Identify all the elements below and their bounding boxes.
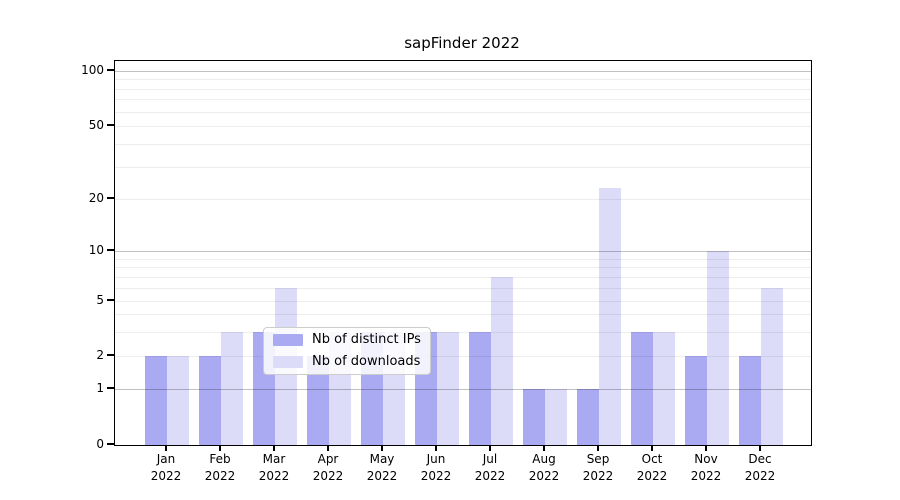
x-tick-label: Dec 2022 — [744, 452, 776, 483]
legend-label: Nb of distinct IPs — [312, 332, 421, 347]
grid-line-minor — [115, 111, 811, 113]
grid-line-minor — [115, 267, 811, 269]
bar-downloads — [221, 331, 243, 445]
bar-downloads — [167, 356, 189, 445]
grid-line-minor — [115, 331, 811, 333]
bar-downloads — [653, 331, 675, 445]
x-tick-label: Feb 2022 — [204, 452, 236, 483]
x-tick-label: Mar 2022 — [258, 452, 290, 483]
x-tick-mark — [759, 445, 761, 451]
bar-distinct-ips — [145, 356, 167, 445]
x-tick-mark — [489, 445, 491, 451]
x-tick-label: Sep 2022 — [582, 452, 614, 483]
x-tick-mark — [705, 445, 707, 451]
legend-swatch — [273, 356, 303, 368]
y-tick-mark — [107, 354, 114, 356]
y-tick-mark — [107, 443, 114, 445]
y-tick-mark — [107, 197, 114, 199]
legend-item: Nb of downloads — [264, 353, 430, 371]
grid-line-major — [115, 71, 811, 72]
bar-downloads — [437, 331, 459, 445]
y-tick-label: 50 — [88, 118, 104, 132]
grid-line-minor — [115, 88, 811, 90]
legend: Nb of distinct IPs Nb of downloads — [263, 327, 431, 375]
x-tick-mark — [435, 445, 437, 451]
y-tick-label: 10 — [88, 243, 104, 257]
x-tick-label: Oct 2022 — [636, 452, 668, 483]
grid-line-minor — [115, 314, 811, 316]
chart-title: sapFinder 2022 — [404, 34, 520, 52]
grid-line-minor — [115, 199, 811, 200]
bar-downloads — [491, 276, 513, 445]
bar-downloads — [545, 389, 567, 445]
x-tick-mark — [165, 445, 167, 451]
y-tick-mark — [107, 299, 114, 301]
y-tick-label: 20 — [88, 191, 104, 205]
bar-distinct-ips — [577, 389, 599, 445]
y-tick-mark — [107, 387, 114, 389]
x-tick-label: Jul 2022 — [474, 452, 506, 483]
bar-distinct-ips — [631, 331, 653, 445]
y-tick-label: 5 — [96, 293, 104, 307]
y-tick-label: 100 — [81, 63, 104, 77]
y-tick-label: 0 — [96, 437, 104, 451]
bar-downloads — [707, 251, 729, 445]
bar-distinct-ips — [199, 356, 221, 445]
x-tick-label: Aug 2022 — [528, 452, 560, 483]
x-tick-mark — [219, 445, 221, 451]
grid-line-minor — [115, 99, 811, 101]
bar-distinct-ips — [685, 356, 707, 445]
y-tick-label: 1 — [96, 381, 104, 395]
x-tick-mark — [381, 445, 383, 451]
y-tick-mark — [107, 249, 114, 251]
y-tick-mark — [107, 69, 114, 71]
grid-line-minor — [115, 276, 811, 278]
x-tick-mark — [597, 445, 599, 451]
grid-line-minor — [115, 79, 811, 81]
legend-label: Nb of downloads — [312, 354, 421, 369]
x-tick-mark — [327, 445, 329, 451]
bar-distinct-ips — [739, 356, 761, 445]
x-tick-mark — [273, 445, 275, 451]
bar-distinct-ips — [523, 389, 545, 445]
x-tick-mark — [651, 445, 653, 451]
x-tick-mark — [543, 445, 545, 451]
grid-line-major — [115, 251, 811, 252]
y-tick-mark — [107, 124, 114, 126]
grid-line-minor — [115, 301, 811, 302]
legend-item: Nb of distinct IPs — [264, 331, 430, 349]
legend-swatch — [273, 334, 303, 346]
grid-line-minor — [115, 126, 811, 127]
plot-area — [114, 60, 812, 446]
grid-line-minor — [115, 143, 811, 145]
bar-distinct-ips — [307, 356, 329, 445]
bar-downloads — [761, 287, 783, 445]
x-tick-label: Apr 2022 — [312, 452, 344, 483]
x-tick-label: Jun 2022 — [420, 452, 452, 483]
grid-line-major — [115, 389, 811, 390]
y-tick-label: 2 — [96, 348, 104, 362]
grid-line-minor — [115, 356, 811, 357]
x-tick-label: Jan 2022 — [150, 452, 182, 483]
grid-line-minor — [115, 166, 811, 168]
bar-distinct-ips — [469, 331, 491, 445]
bar-downloads — [599, 187, 621, 445]
x-tick-label: Nov 2022 — [690, 452, 722, 483]
x-tick-label: May 2022 — [366, 452, 398, 483]
grid-line-minor — [115, 258, 811, 260]
grid-line-minor — [115, 287, 811, 289]
